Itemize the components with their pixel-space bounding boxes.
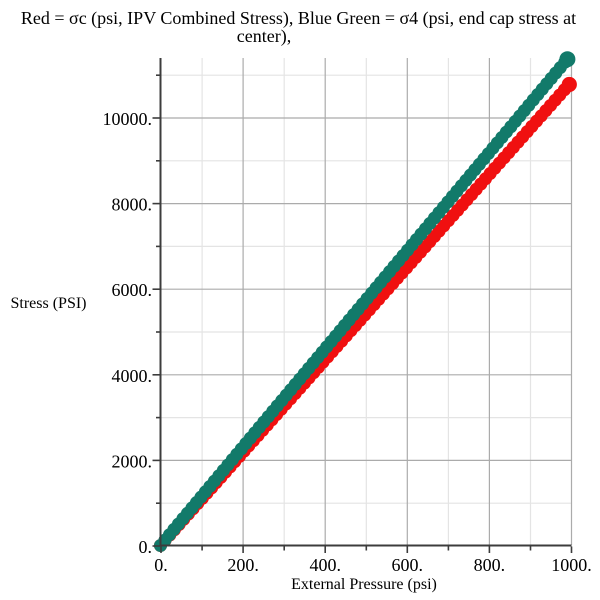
svg-text:400.: 400. xyxy=(309,555,341,575)
svg-text:0.: 0. xyxy=(139,537,153,557)
svg-text:4000.: 4000. xyxy=(112,366,153,386)
svg-text:center),: center), xyxy=(237,26,291,47)
svg-text:8000.: 8000. xyxy=(112,195,153,215)
svg-text:600.: 600. xyxy=(392,555,424,575)
svg-text:Stress (PSI): Stress (PSI) xyxy=(10,295,86,312)
svg-text:6000.: 6000. xyxy=(112,280,153,300)
svg-text:800.: 800. xyxy=(474,555,506,575)
svg-text:0.: 0. xyxy=(154,555,168,575)
svg-text:2000.: 2000. xyxy=(112,451,153,471)
svg-text:10000.: 10000. xyxy=(103,109,153,129)
svg-text:1000.: 1000. xyxy=(551,555,592,575)
svg-text:External Pressure (psi): External Pressure (psi) xyxy=(291,576,437,593)
svg-text:Red = σc (psi, IPV Combined St: Red = σc (psi, IPV Combined Stress), Blu… xyxy=(21,8,576,29)
svg-text:200.: 200. xyxy=(227,555,259,575)
